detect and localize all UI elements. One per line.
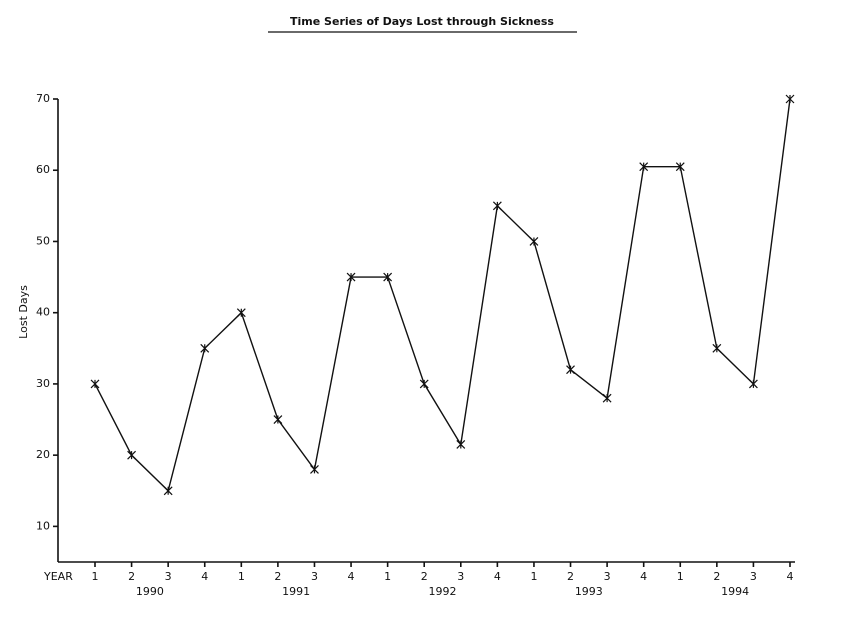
chart-title: Time Series of Days Lost through Sicknes… [290, 15, 554, 28]
x-tick-label: 1 [677, 570, 684, 583]
x-tick-label: 1 [238, 570, 245, 583]
point-marker [273, 415, 283, 424]
point-marker [675, 162, 685, 172]
point-marker [785, 94, 795, 104]
x-tick-label: 3 [311, 570, 318, 583]
point-marker [310, 464, 319, 474]
point-marker [712, 343, 722, 353]
year-label: 1991 [282, 585, 310, 598]
year-label: 1994 [721, 585, 749, 598]
y-tick-label: 70 [36, 92, 50, 105]
point-marker [200, 343, 210, 353]
y-tick-label: 40 [36, 306, 50, 319]
point-marker [492, 201, 502, 211]
x-tick-label: 4 [640, 570, 647, 583]
point-marker [346, 272, 356, 282]
point-marker [529, 237, 539, 246]
x-tick-label: 1 [384, 570, 391, 583]
y-tick-label: 60 [36, 163, 50, 176]
point-marker [419, 379, 429, 389]
y-axis-label: Lost Days [17, 285, 30, 339]
year-label: 1990 [136, 585, 164, 598]
point-marker [456, 440, 466, 449]
point-marker [602, 393, 612, 403]
point-marker [748, 379, 758, 389]
point-marker [127, 450, 137, 460]
series-line [94, 98, 791, 493]
x-tick-label: 2 [274, 570, 281, 583]
x-tick-label: 2 [128, 570, 135, 583]
x-tick-label: 3 [457, 570, 464, 583]
point-marker [566, 365, 575, 375]
x-tick-label: 4 [201, 570, 208, 583]
point-marker [639, 162, 649, 172]
y-tick-label: 30 [36, 377, 50, 390]
y-tick-label: 10 [36, 519, 50, 532]
x-tick-label: 1 [92, 570, 99, 583]
year-label: 1992 [429, 585, 457, 598]
year-label: 1993 [575, 585, 603, 598]
x-tick-label: 4 [787, 570, 794, 583]
x-tick-label: 3 [165, 570, 172, 583]
y-tick-label: 20 [36, 448, 50, 461]
x-tick-label: 3 [604, 570, 611, 583]
x-tick-label: 4 [348, 570, 355, 583]
y-tick-label: 50 [36, 234, 50, 247]
x-tick-label: 1 [530, 570, 537, 583]
x-tick-label: 3 [750, 570, 757, 583]
x-tick-label: 2 [421, 570, 428, 583]
x-tick-label: 2 [713, 570, 720, 583]
x-axis-label: YEAR [43, 570, 73, 583]
x-tick-label: 2 [567, 570, 574, 583]
point-marker [163, 486, 173, 496]
point-marker [236, 308, 246, 318]
point-marker [90, 379, 100, 389]
x-tick-label: 4 [494, 570, 501, 583]
point-marker [383, 272, 393, 282]
